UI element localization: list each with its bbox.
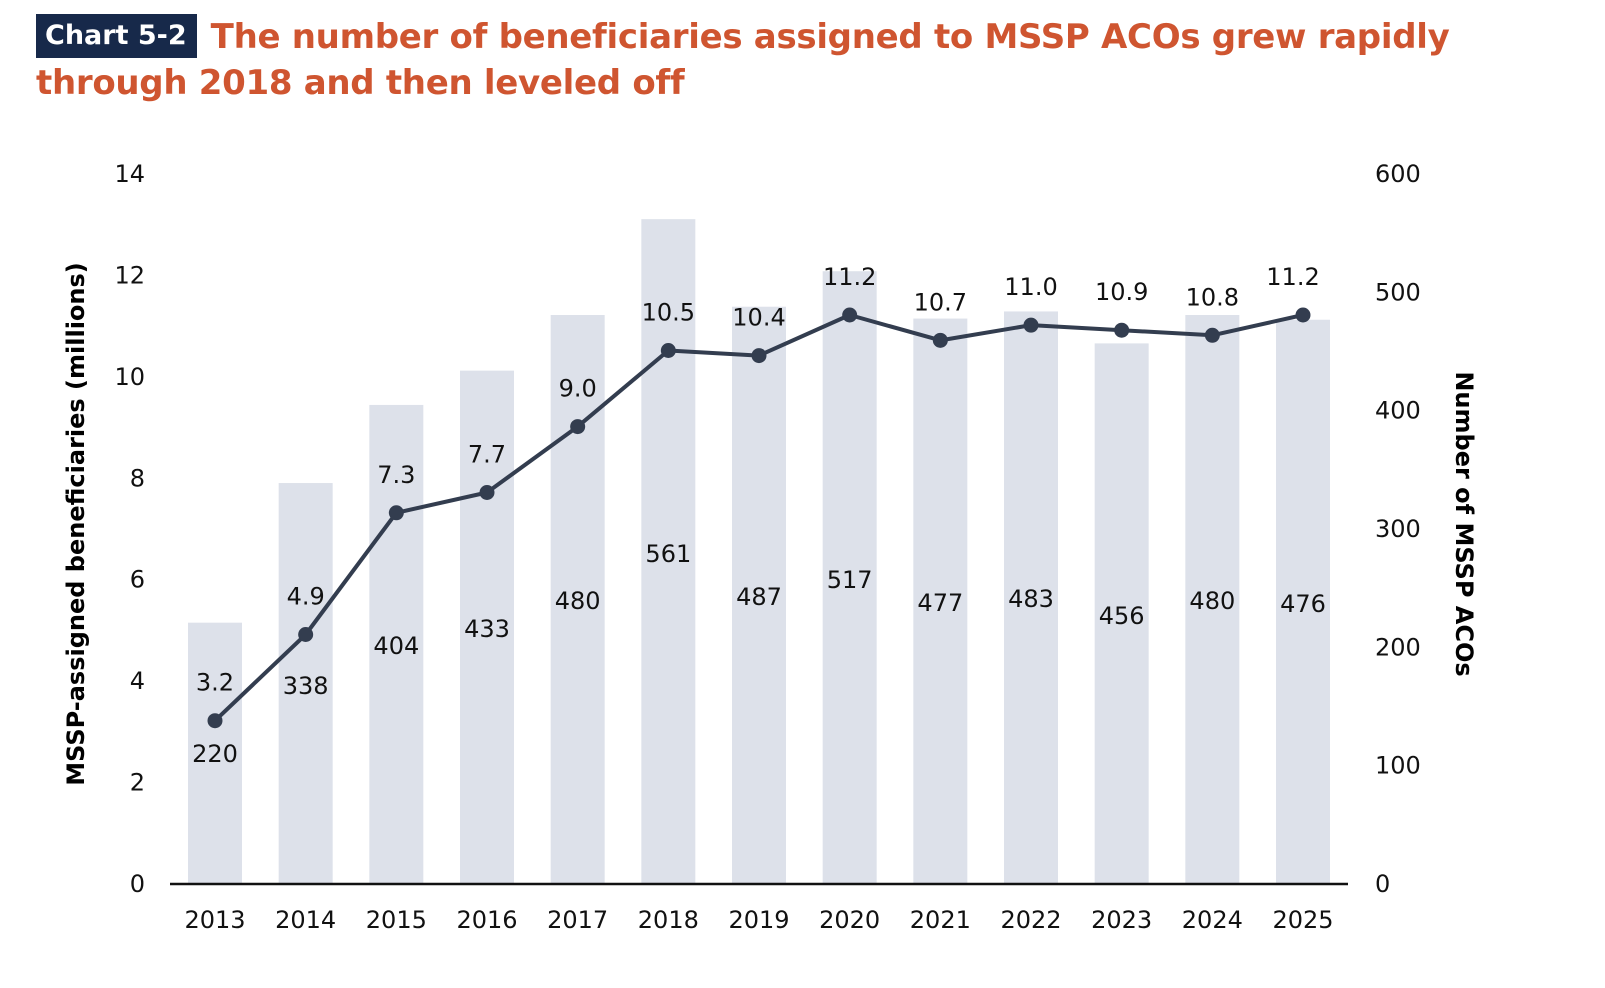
line-label-2024: 10.8 xyxy=(1186,283,1239,311)
bar-label-2015: 404 xyxy=(373,632,419,660)
line-label-2015: 7.3 xyxy=(377,461,415,489)
bar-2016 xyxy=(460,370,514,883)
line-point-2013 xyxy=(207,713,223,729)
chart-title: The number of beneficiaries assigned to … xyxy=(36,17,1450,103)
bar-label-2022: 483 xyxy=(1008,585,1054,613)
x-tick-2022: 2022 xyxy=(1000,906,1061,934)
left-tick-12: 12 xyxy=(114,261,145,289)
x-axis: 2013 2014 2015 2016 2017 2018 2019 2020 2021 2022… xyxy=(184,906,1333,934)
x-tick-2017: 2017 xyxy=(547,906,608,934)
x-tick-2013: 2013 xyxy=(184,906,245,934)
line-point-2017 xyxy=(570,419,586,435)
right-tick-400: 400 xyxy=(1375,397,1421,425)
bar-label-2016: 433 xyxy=(464,615,510,643)
bar-label-2024: 480 xyxy=(1189,587,1235,615)
right-axis-title: Number of MSSP ACOs xyxy=(1450,371,1478,676)
line-point-2022 xyxy=(1023,317,1039,333)
x-tick-2021: 2021 xyxy=(910,906,971,934)
bar-2022 xyxy=(1004,311,1058,883)
bar-2023 xyxy=(1094,343,1149,883)
bar-2024 xyxy=(1185,315,1240,883)
bar-label-2013: 220 xyxy=(192,740,238,768)
x-tick-2025: 2025 xyxy=(1272,906,1333,934)
line-label-2019: 10.4 xyxy=(732,304,785,332)
x-tick-2023: 2023 xyxy=(1091,906,1152,934)
bar-2015 xyxy=(369,404,424,883)
right-tick-0: 0 xyxy=(1375,870,1390,898)
bar-2018 xyxy=(641,219,696,883)
x-tick-2014: 2014 xyxy=(275,906,336,934)
right-tick-500: 500 xyxy=(1375,278,1421,306)
line-point-2016 xyxy=(479,485,495,500)
line-label-2021: 10.7 xyxy=(914,288,967,316)
labels-layer: 3.2 4.9 7.3 7.7 9.0 10.5 10.4 11.2 10.7 11.0 10.9 1… xyxy=(192,263,1326,768)
left-tick-0: 0 xyxy=(130,870,145,898)
line-point-2023 xyxy=(1114,322,1130,338)
line-point-2021 xyxy=(932,332,948,348)
line-label-2018: 10.5 xyxy=(642,299,695,327)
x-tick-2016: 2016 xyxy=(456,906,517,934)
x-tick-2020: 2020 xyxy=(819,906,880,934)
bar-label-2020: 517 xyxy=(827,566,873,594)
left-y-axis: 0 2 4 6 8 10 12 14 xyxy=(114,160,145,898)
left-tick-8: 8 xyxy=(130,464,145,492)
line-layer xyxy=(207,307,1311,729)
bars-layer xyxy=(188,219,1330,883)
line-point-2024 xyxy=(1204,327,1220,343)
right-tick-200: 200 xyxy=(1375,633,1421,661)
line-label-2017: 9.0 xyxy=(559,375,597,403)
line-label-2020: 11.2 xyxy=(823,263,876,291)
line-label-2014: 4.9 xyxy=(287,583,325,611)
right-tick-300: 300 xyxy=(1375,515,1421,543)
line-label-2023: 10.9 xyxy=(1095,278,1148,306)
line-point-2014 xyxy=(298,627,314,642)
left-tick-10: 10 xyxy=(114,363,145,391)
bar-2014 xyxy=(278,483,333,883)
right-tick-100: 100 xyxy=(1375,752,1421,780)
left-tick-6: 6 xyxy=(130,566,145,594)
bar-2021 xyxy=(913,318,968,883)
bar-label-2014: 338 xyxy=(283,672,329,700)
right-tick-600: 600 xyxy=(1375,160,1421,188)
x-tick-2019: 2019 xyxy=(728,906,789,934)
bar-label-2025: 476 xyxy=(1280,590,1326,618)
bar-label-2023: 456 xyxy=(1099,602,1145,630)
x-tick-2015: 2015 xyxy=(366,906,427,934)
chart-number-badge: Chart 5-2 xyxy=(36,14,197,58)
bar-label-2018: 561 xyxy=(645,540,691,568)
left-axis-title: MSSP-assigned beneficiaries (millions) xyxy=(62,262,90,786)
right-y-axis: 0 100 200 300 400 500 600 xyxy=(1375,160,1421,898)
left-tick-2: 2 xyxy=(130,769,145,797)
bar-2020 xyxy=(822,271,877,883)
line-label-2013: 3.2 xyxy=(196,669,234,697)
x-tick-2024: 2024 xyxy=(1182,906,1243,934)
bar-2013 xyxy=(188,622,242,883)
bar-2019 xyxy=(732,306,786,883)
line-point-2025 xyxy=(1295,307,1311,323)
bar-2025 xyxy=(1276,319,1330,883)
chart-title-block: Chart 5-2 The number of beneficiaries ass… xyxy=(36,14,1576,106)
line-point-2018 xyxy=(660,343,676,358)
bar-label-2017: 480 xyxy=(555,587,601,615)
line-point-2019 xyxy=(751,348,767,364)
left-tick-14: 14 xyxy=(114,160,145,188)
line-point-2015 xyxy=(388,505,404,521)
left-tick-4: 4 xyxy=(130,667,145,695)
line-label-2016: 7.7 xyxy=(468,441,506,469)
x-tick-2018: 2018 xyxy=(638,906,699,934)
bar-label-2021: 477 xyxy=(917,589,963,617)
line-point-2020 xyxy=(842,307,858,323)
bar-label-2019: 487 xyxy=(736,583,782,611)
line-label-2022: 11.0 xyxy=(1004,273,1057,301)
line-label-2025: 11.2 xyxy=(1266,263,1319,291)
